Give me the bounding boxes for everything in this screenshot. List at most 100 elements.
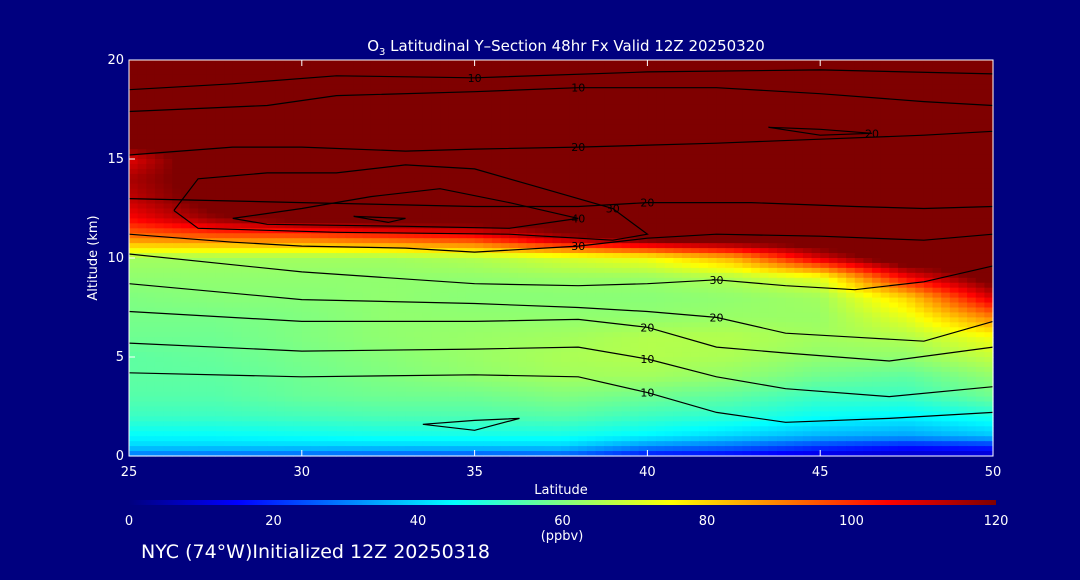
heatmap-cell bbox=[828, 144, 839, 150]
heatmap-cell bbox=[172, 272, 182, 279]
heatmap-cell bbox=[154, 243, 165, 249]
heatmap-cell bbox=[561, 297, 571, 304]
heatmap-cell bbox=[405, 154, 415, 160]
heatmap-cell bbox=[949, 292, 960, 299]
heatmap-cell bbox=[656, 302, 666, 309]
heatmap-cell bbox=[872, 193, 882, 200]
heatmap-cell bbox=[889, 99, 899, 106]
heatmap-cell bbox=[751, 129, 761, 135]
heatmap-cell bbox=[362, 228, 372, 234]
heatmap-cell bbox=[863, 297, 873, 304]
heatmap-cell bbox=[837, 277, 847, 284]
heatmap-cell bbox=[889, 287, 899, 294]
heatmap-cell bbox=[906, 302, 916, 309]
heatmap-cell bbox=[872, 99, 882, 106]
heatmap-cell bbox=[828, 188, 839, 195]
heatmap-cell bbox=[517, 114, 528, 120]
heatmap-cell bbox=[336, 253, 346, 259]
heatmap-cell bbox=[414, 302, 424, 309]
heatmap-cell bbox=[777, 223, 787, 229]
heatmap-cell bbox=[517, 99, 528, 106]
heatmap-cell bbox=[552, 173, 562, 180]
heatmap-cell bbox=[370, 203, 381, 210]
heatmap-cell bbox=[319, 89, 329, 96]
heatmap-cell bbox=[535, 198, 545, 205]
heatmap-cell bbox=[526, 79, 536, 86]
heatmap-cell bbox=[431, 238, 441, 244]
heatmap-cell bbox=[897, 168, 908, 175]
heatmap-cell bbox=[422, 149, 432, 155]
heatmap-cell bbox=[552, 94, 562, 101]
heatmap-cell bbox=[906, 223, 916, 229]
heatmap-cell bbox=[673, 134, 683, 140]
heatmap-cell bbox=[975, 109, 985, 116]
heatmap-cell bbox=[716, 213, 726, 219]
heatmap-cell bbox=[526, 114, 536, 120]
heatmap-cell bbox=[975, 99, 985, 106]
heatmap-cell bbox=[872, 302, 882, 309]
heatmap-cell bbox=[448, 119, 458, 125]
heatmap-cell bbox=[561, 168, 571, 175]
heatmap-cell bbox=[612, 149, 623, 155]
heatmap-cell bbox=[725, 159, 735, 165]
heatmap-cell bbox=[768, 134, 778, 140]
heatmap-cell bbox=[215, 119, 225, 125]
heatmap-cell bbox=[932, 60, 942, 66]
heatmap-cell bbox=[552, 60, 562, 66]
heatmap-cell bbox=[984, 163, 994, 170]
heatmap-cell bbox=[552, 163, 562, 170]
heatmap-cell bbox=[872, 277, 882, 284]
heatmap-cell bbox=[751, 134, 761, 140]
heatmap-cell bbox=[405, 302, 415, 309]
heatmap-cell bbox=[448, 173, 458, 180]
heatmap-cell bbox=[630, 119, 640, 125]
heatmap-cell bbox=[172, 233, 182, 239]
heatmap-cell bbox=[923, 233, 934, 239]
heatmap-cell bbox=[362, 124, 372, 130]
heatmap-cell bbox=[517, 144, 528, 150]
heatmap-cell bbox=[872, 60, 882, 66]
heatmap-cell bbox=[932, 79, 942, 86]
heatmap-cell bbox=[751, 60, 761, 66]
heatmap-cell bbox=[543, 287, 553, 294]
heatmap-cell bbox=[561, 149, 571, 155]
heatmap-cell bbox=[483, 163, 493, 170]
heatmap-cell bbox=[336, 287, 346, 294]
heatmap-cell bbox=[491, 124, 502, 130]
heatmap-cell bbox=[370, 243, 381, 249]
heatmap-cell bbox=[872, 114, 882, 120]
heatmap-cell bbox=[543, 238, 553, 244]
heatmap-cell bbox=[621, 119, 631, 125]
heatmap-cell bbox=[414, 94, 424, 101]
heatmap-cell bbox=[189, 109, 199, 116]
heatmap-cell bbox=[681, 168, 692, 175]
heatmap-cell bbox=[794, 124, 804, 130]
heatmap-cell bbox=[820, 272, 830, 279]
heatmap-cell bbox=[465, 297, 476, 304]
heatmap-cell bbox=[137, 198, 147, 205]
heatmap-cell bbox=[604, 163, 614, 170]
heatmap-cell bbox=[811, 218, 821, 224]
heatmap-cell bbox=[897, 124, 908, 130]
heatmap-cell bbox=[517, 198, 528, 205]
heatmap-cell bbox=[586, 228, 597, 234]
heatmap-cell bbox=[543, 297, 553, 304]
heatmap-cell bbox=[837, 267, 847, 274]
heatmap-cell bbox=[154, 248, 165, 254]
heatmap-cell bbox=[509, 262, 519, 269]
heatmap-cell bbox=[768, 109, 778, 116]
heatmap-cell bbox=[336, 233, 346, 239]
heatmap-cell bbox=[465, 69, 476, 76]
heatmap-cell bbox=[474, 208, 484, 215]
heatmap-cell bbox=[310, 238, 320, 244]
heatmap-cell bbox=[414, 99, 424, 106]
heatmap-cell bbox=[621, 213, 631, 219]
heatmap-cell bbox=[457, 163, 467, 170]
heatmap-cell bbox=[232, 74, 242, 81]
heatmap-cell bbox=[820, 218, 830, 224]
heatmap-cell bbox=[785, 188, 795, 195]
heatmap-cell bbox=[923, 228, 934, 234]
heatmap-cell bbox=[604, 188, 614, 195]
heatmap-cell bbox=[129, 129, 139, 135]
heatmap-cell bbox=[681, 129, 692, 135]
